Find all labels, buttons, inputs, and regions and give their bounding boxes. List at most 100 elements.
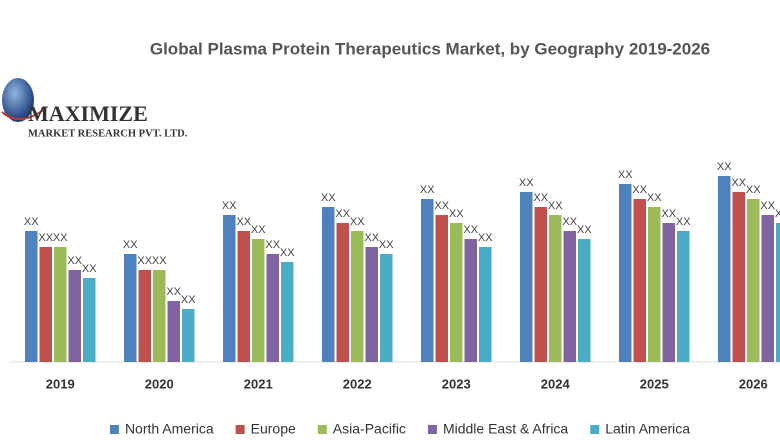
bar — [718, 176, 731, 362]
legend-swatch — [109, 425, 119, 434]
bar — [182, 309, 195, 362]
bar — [83, 278, 96, 362]
legend-swatch — [235, 425, 245, 434]
bar — [336, 223, 349, 362]
bar — [54, 247, 67, 362]
legend-label: Asia-Pacific — [333, 421, 406, 437]
value-label: XX — [38, 232, 53, 244]
logo: MAXIMIZE MARKET RESEARCH PVT. LTD. — [1, 78, 188, 139]
x-tick-label: 2026 — [739, 376, 768, 391]
bar — [435, 215, 448, 362]
value-label: XX — [82, 263, 97, 275]
x-tick-label: 2022 — [343, 376, 372, 391]
value-label: XX — [265, 239, 280, 251]
legend-swatch — [590, 425, 600, 434]
value-label: XX — [548, 200, 563, 212]
bar — [153, 270, 166, 362]
bar — [167, 301, 180, 362]
value-label: XX — [181, 294, 196, 306]
bar — [677, 231, 690, 362]
logo-swoosh — [1, 107, 47, 120]
bar — [761, 215, 774, 362]
value-label: XX — [166, 286, 181, 298]
value-label: XX — [222, 200, 237, 212]
value-label: XX — [478, 232, 493, 244]
logo-subtitle: MARKET RESEARCH PVT. LTD. — [28, 128, 188, 139]
bar — [747, 199, 760, 362]
value-label: XX — [519, 177, 534, 189]
legend: North America Europe Asia-Pacific Middle Ea… — [109, 421, 690, 437]
bar — [281, 262, 294, 362]
bar — [563, 231, 576, 362]
bar — [549, 215, 562, 362]
legend-label: Europe — [251, 421, 296, 437]
legend-swatch — [427, 425, 437, 434]
bar — [252, 239, 265, 362]
bar — [633, 199, 646, 362]
bar — [380, 254, 393, 362]
value-label: XX — [350, 216, 365, 228]
bar — [25, 231, 38, 362]
bar — [520, 192, 533, 362]
bar — [619, 184, 632, 362]
value-label: XX — [137, 255, 152, 267]
value-label: XX — [746, 184, 761, 196]
legend-label: Latin America — [605, 421, 690, 437]
bar — [266, 254, 279, 362]
value-label: XX — [123, 239, 138, 251]
value-label: XX — [53, 232, 68, 244]
value-label: XX — [364, 232, 379, 244]
bar — [450, 223, 463, 362]
legend-label: Middle East & Africa — [443, 421, 568, 437]
x-tick-label: 2021 — [244, 376, 273, 391]
x-tick-label: 2025 — [640, 376, 669, 391]
legend-swatch — [317, 425, 327, 434]
value-label: XX — [463, 224, 478, 236]
bar — [351, 231, 364, 362]
value-label: XX — [661, 208, 676, 220]
value-label: XX — [379, 239, 394, 251]
value-label: XX — [577, 224, 592, 236]
value-label: XX — [152, 255, 167, 267]
value-label: XX — [280, 247, 295, 259]
x-tick-label: 2024 — [541, 376, 571, 391]
bar — [648, 207, 661, 362]
value-label: XX — [533, 192, 548, 204]
value-label: XX — [434, 200, 449, 212]
value-label: XX — [775, 208, 780, 220]
value-label: XX — [67, 255, 82, 267]
bar — [534, 207, 547, 362]
chart-title: Global Plasma Protein Therapeutics Marke… — [150, 39, 710, 58]
x-tick-label: 2023 — [442, 376, 471, 391]
x-tick-label: 2020 — [145, 376, 174, 391]
legend-label: North America — [125, 421, 214, 437]
logo-globe — [2, 78, 34, 122]
bar — [237, 231, 250, 362]
value-label: XX — [618, 169, 633, 181]
bar — [68, 270, 81, 362]
value-label: XX — [251, 224, 266, 236]
value-label: XX — [647, 192, 662, 204]
bar — [776, 223, 780, 362]
logo-name: MAXIMIZE — [28, 101, 148, 126]
value-label: XX — [760, 200, 775, 212]
value-label: XX — [420, 184, 435, 196]
value-label: XX — [676, 216, 691, 228]
value-label: XX — [321, 192, 336, 204]
bar — [39, 247, 52, 362]
x-tick-label: 2019 — [46, 376, 75, 391]
bar — [421, 199, 434, 362]
value-label: XX — [335, 208, 350, 220]
bar — [365, 247, 378, 362]
value-label: XX — [731, 177, 746, 189]
bar — [464, 239, 477, 362]
value-label: XX — [717, 161, 732, 173]
value-label: XX — [449, 208, 464, 220]
bar — [479, 247, 492, 362]
value-label: XX — [24, 216, 39, 228]
bar — [322, 207, 335, 362]
bar — [223, 215, 236, 362]
bar — [138, 270, 151, 362]
bar — [732, 192, 745, 362]
